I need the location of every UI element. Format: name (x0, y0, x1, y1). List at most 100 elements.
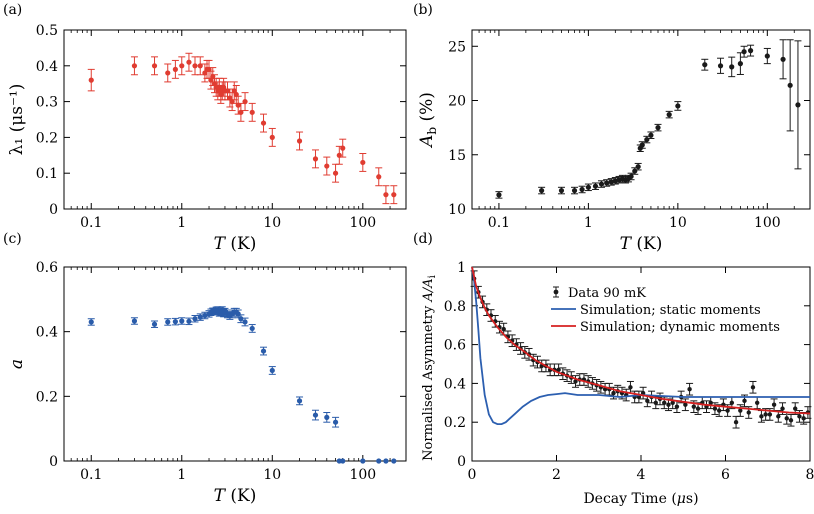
x-tick-label: 10 (263, 467, 281, 483)
data-point (702, 62, 708, 68)
y-tick-label: 20 (448, 94, 466, 110)
data-point (242, 319, 248, 325)
data-point (501, 326, 506, 332)
data-point (746, 410, 751, 415)
data-point (628, 385, 633, 390)
data-point (376, 458, 382, 464)
data-point (662, 400, 667, 405)
data-point (795, 102, 801, 108)
data-point (733, 420, 739, 425)
y-tick-label: 0.5 (36, 23, 58, 39)
x-tick-label: 1 (177, 215, 186, 231)
data-point (165, 70, 171, 76)
x-tick-label: 6 (721, 467, 730, 483)
data-point (192, 316, 198, 322)
data-point (296, 138, 303, 144)
data-point (376, 174, 382, 180)
x-tick-label: 100 (754, 215, 781, 231)
x-tick-label: 0.1 (80, 215, 102, 231)
x-tick-label: 4 (637, 467, 646, 483)
x-axis-label-mu: μ (677, 491, 686, 507)
panel-label: (a) (3, 2, 22, 18)
data-point (716, 408, 722, 413)
panel-label: (d) (413, 231, 433, 247)
data-point (296, 398, 303, 404)
data-point (695, 406, 701, 411)
data-point (776, 414, 781, 419)
data-point (683, 402, 688, 407)
panel-b: 0.1 1 10 100 10 15 20 25 (b) T (K) Ab (%) (413, 2, 811, 254)
data-point (556, 367, 561, 373)
y-tick-label: 10 (448, 202, 466, 218)
data-point (558, 187, 565, 194)
data-point (608, 179, 614, 185)
panel-label: (c) (3, 231, 22, 247)
x-tick-label: 10 (263, 215, 281, 231)
x-tick-label: 0.1 (488, 215, 510, 231)
data-point (793, 406, 798, 411)
x-axis-label: T (K) (214, 234, 257, 254)
series-line-dynamic (471, 266, 811, 415)
data-point (269, 134, 275, 140)
data-point (787, 82, 793, 88)
axes-frame (63, 29, 407, 210)
data-point (165, 319, 171, 325)
data-point (571, 187, 578, 194)
panel-a: 0.1 1 10 100 0 0.1 0.2 0.3 0.4 0.5 (a) T (K) λ₁ (μs⁻… (3, 2, 407, 254)
data-point (242, 99, 248, 105)
y-axis-label: a (7, 359, 27, 369)
data-point (691, 404, 697, 409)
data-point (235, 311, 241, 317)
data-point (632, 168, 638, 174)
legend-label-static: Simulation; static moments (580, 303, 761, 318)
y-axis-label-sub: i (427, 275, 438, 278)
data-point (780, 406, 785, 411)
y-tick-label: 0.8 (444, 299, 466, 315)
data-point (172, 66, 178, 72)
data-point (645, 398, 650, 404)
data-point (340, 145, 346, 151)
legend-marker-point (553, 289, 559, 295)
data-point (131, 318, 138, 324)
y-tick-label: 15 (448, 148, 466, 164)
y-tick-label: 0.4 (444, 376, 466, 392)
y-axis-label-var: A (417, 135, 437, 149)
data-point (648, 132, 654, 138)
data-point (666, 402, 671, 407)
data-point (332, 170, 339, 176)
x-axis-label: Decay Time (μs) (583, 491, 698, 507)
data-point (312, 156, 319, 162)
data-point (172, 319, 178, 325)
data-point (750, 385, 756, 390)
data-point (742, 398, 747, 404)
data-point (635, 164, 641, 170)
y-tick-label: 0.6 (36, 260, 58, 276)
y-axis-label-text: Normalised Asymmetry (421, 302, 436, 461)
data-point (249, 325, 255, 332)
data-point (324, 163, 330, 169)
y-tick-label: 0.3 (36, 95, 58, 111)
x-axis-label-end: s) (686, 491, 699, 507)
data-point (88, 77, 94, 83)
data-point (592, 183, 599, 189)
data-point (725, 408, 730, 413)
x-axis-label-var: T (214, 234, 227, 254)
axes-frame (471, 29, 811, 210)
data-point (729, 64, 735, 70)
y-axis-label-unit: (%) (417, 92, 437, 127)
data-point (797, 414, 802, 419)
x-axis-label-unit: (K) (225, 486, 256, 506)
y-axis-label-var: a (7, 359, 27, 369)
y-tick-label: 0 (49, 454, 58, 470)
x-tick-label: 100 (349, 467, 376, 483)
data-point (754, 400, 760, 405)
y-tick-label: 0.2 (36, 389, 58, 405)
x-axis-label-unit: (K) (631, 234, 662, 254)
x-tick-label: 2 (552, 467, 561, 483)
y-tick-label: 0.2 (444, 415, 466, 431)
data-point (687, 387, 692, 392)
y-tick-label: 0.1 (36, 166, 58, 182)
panel-d: 0 2 4 6 8 0 0.2 0.4 0.6 0.8 1 (d) Decay Time (μs) Nor… (413, 231, 814, 507)
data-point (644, 136, 650, 143)
data-point (186, 59, 192, 65)
